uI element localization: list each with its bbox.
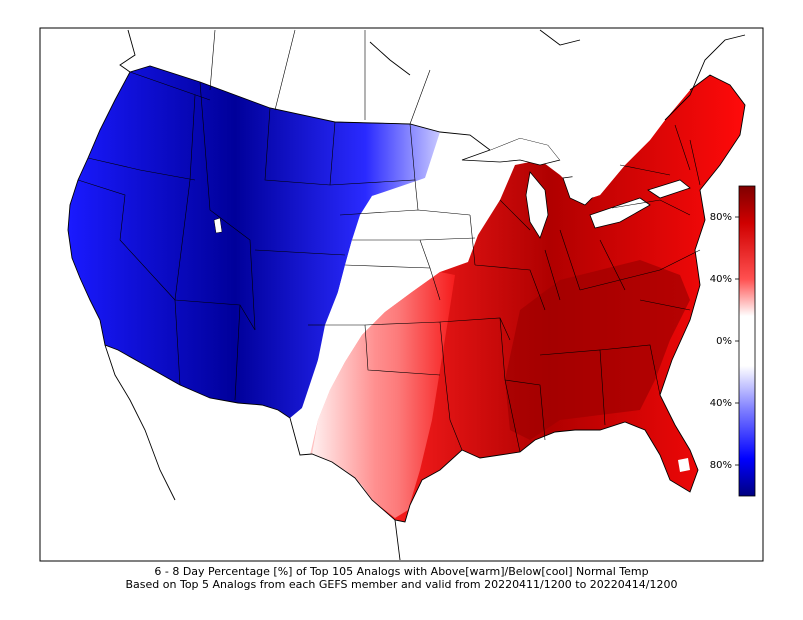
florida-lake — [678, 458, 690, 472]
figure-caption-line2: Based on Top 5 Analogs from each GEFS me… — [125, 578, 678, 591]
transition-region — [312, 272, 455, 518]
colorbar-tick-label: 0% — [716, 336, 732, 347]
mexico-region — [41, 345, 400, 560]
colorbar-gradient — [738, 185, 756, 497]
canada-region — [41, 29, 762, 200]
cool-anomaly-region — [68, 66, 440, 418]
great-salt-lake — [213, 217, 223, 234]
colorbar-tick-label: 40% — [710, 274, 732, 285]
figure-caption-line1: 6 - 8 Day Percentage [%] of Top 105 Anal… — [154, 565, 649, 578]
atlantic-region — [660, 100, 762, 520]
colorbar-tick-label: 80% — [710, 460, 732, 471]
canada-borders — [209, 29, 431, 125]
colorbar: 80% 40% 0% 40% 80% — [710, 185, 756, 497]
coastlines — [67, 29, 746, 561]
colorbar-tick-label: 80% — [710, 212, 732, 223]
colorbar-tick-label: 40% — [710, 398, 732, 409]
